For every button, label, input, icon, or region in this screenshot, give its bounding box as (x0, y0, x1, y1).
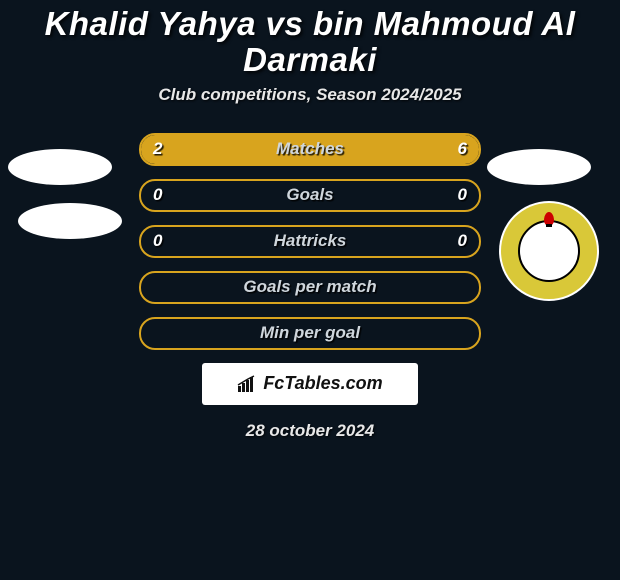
stat-bar-min-per-goal: Min per goal (139, 317, 481, 350)
stat-bar-hattricks: 0 Hattricks 0 (139, 225, 481, 258)
stat-value-right: 0 (458, 231, 467, 251)
stat-bar-matches: 2 Matches 6 (139, 133, 481, 166)
date-label: 28 october 2024 (0, 421, 620, 441)
brand-badge: FcTables.com (202, 363, 418, 405)
stat-bar-goals-per-match: Goals per match (139, 271, 481, 304)
stat-label: Matches (276, 139, 344, 159)
subtitle: Club competitions, Season 2024/2025 (0, 85, 620, 133)
team-emblem-right-1 (487, 149, 591, 185)
stat-label: Goals (286, 185, 333, 205)
brand-label: FcTables.com (263, 373, 382, 394)
stats-card: Khalid Yahya vs bin Mahmoud Al Darmaki C… (0, 0, 620, 441)
stat-bar-goals: 0 Goals 0 (139, 179, 481, 212)
content-area: 2 Matches 6 0 Goals 0 0 Hattricks 0 Goal… (0, 133, 620, 441)
stat-label: Hattricks (274, 231, 347, 251)
stat-label: Goals per match (243, 277, 376, 297)
stat-value-left: 0 (153, 185, 162, 205)
stat-value-right: 0 (458, 185, 467, 205)
team-emblem-left-1 (8, 149, 112, 185)
page-title: Khalid Yahya vs bin Mahmoud Al Darmaki (0, 4, 620, 85)
team-emblem-left-2 (18, 203, 122, 239)
bar-fill-right (226, 135, 480, 164)
bar-chart-icon (237, 375, 259, 393)
stat-value-left: 2 (153, 139, 162, 159)
team-emblem-right-2 (499, 201, 599, 301)
brand-text: FcTables.com (237, 373, 382, 394)
badge-inner (518, 220, 580, 282)
stat-label: Min per goal (260, 323, 360, 343)
flame-icon (544, 212, 554, 226)
stat-value-left: 0 (153, 231, 162, 251)
stat-bars: 2 Matches 6 0 Goals 0 0 Hattricks 0 Goal… (139, 133, 481, 350)
badge-ring (501, 203, 597, 299)
stat-value-right: 6 (458, 139, 467, 159)
